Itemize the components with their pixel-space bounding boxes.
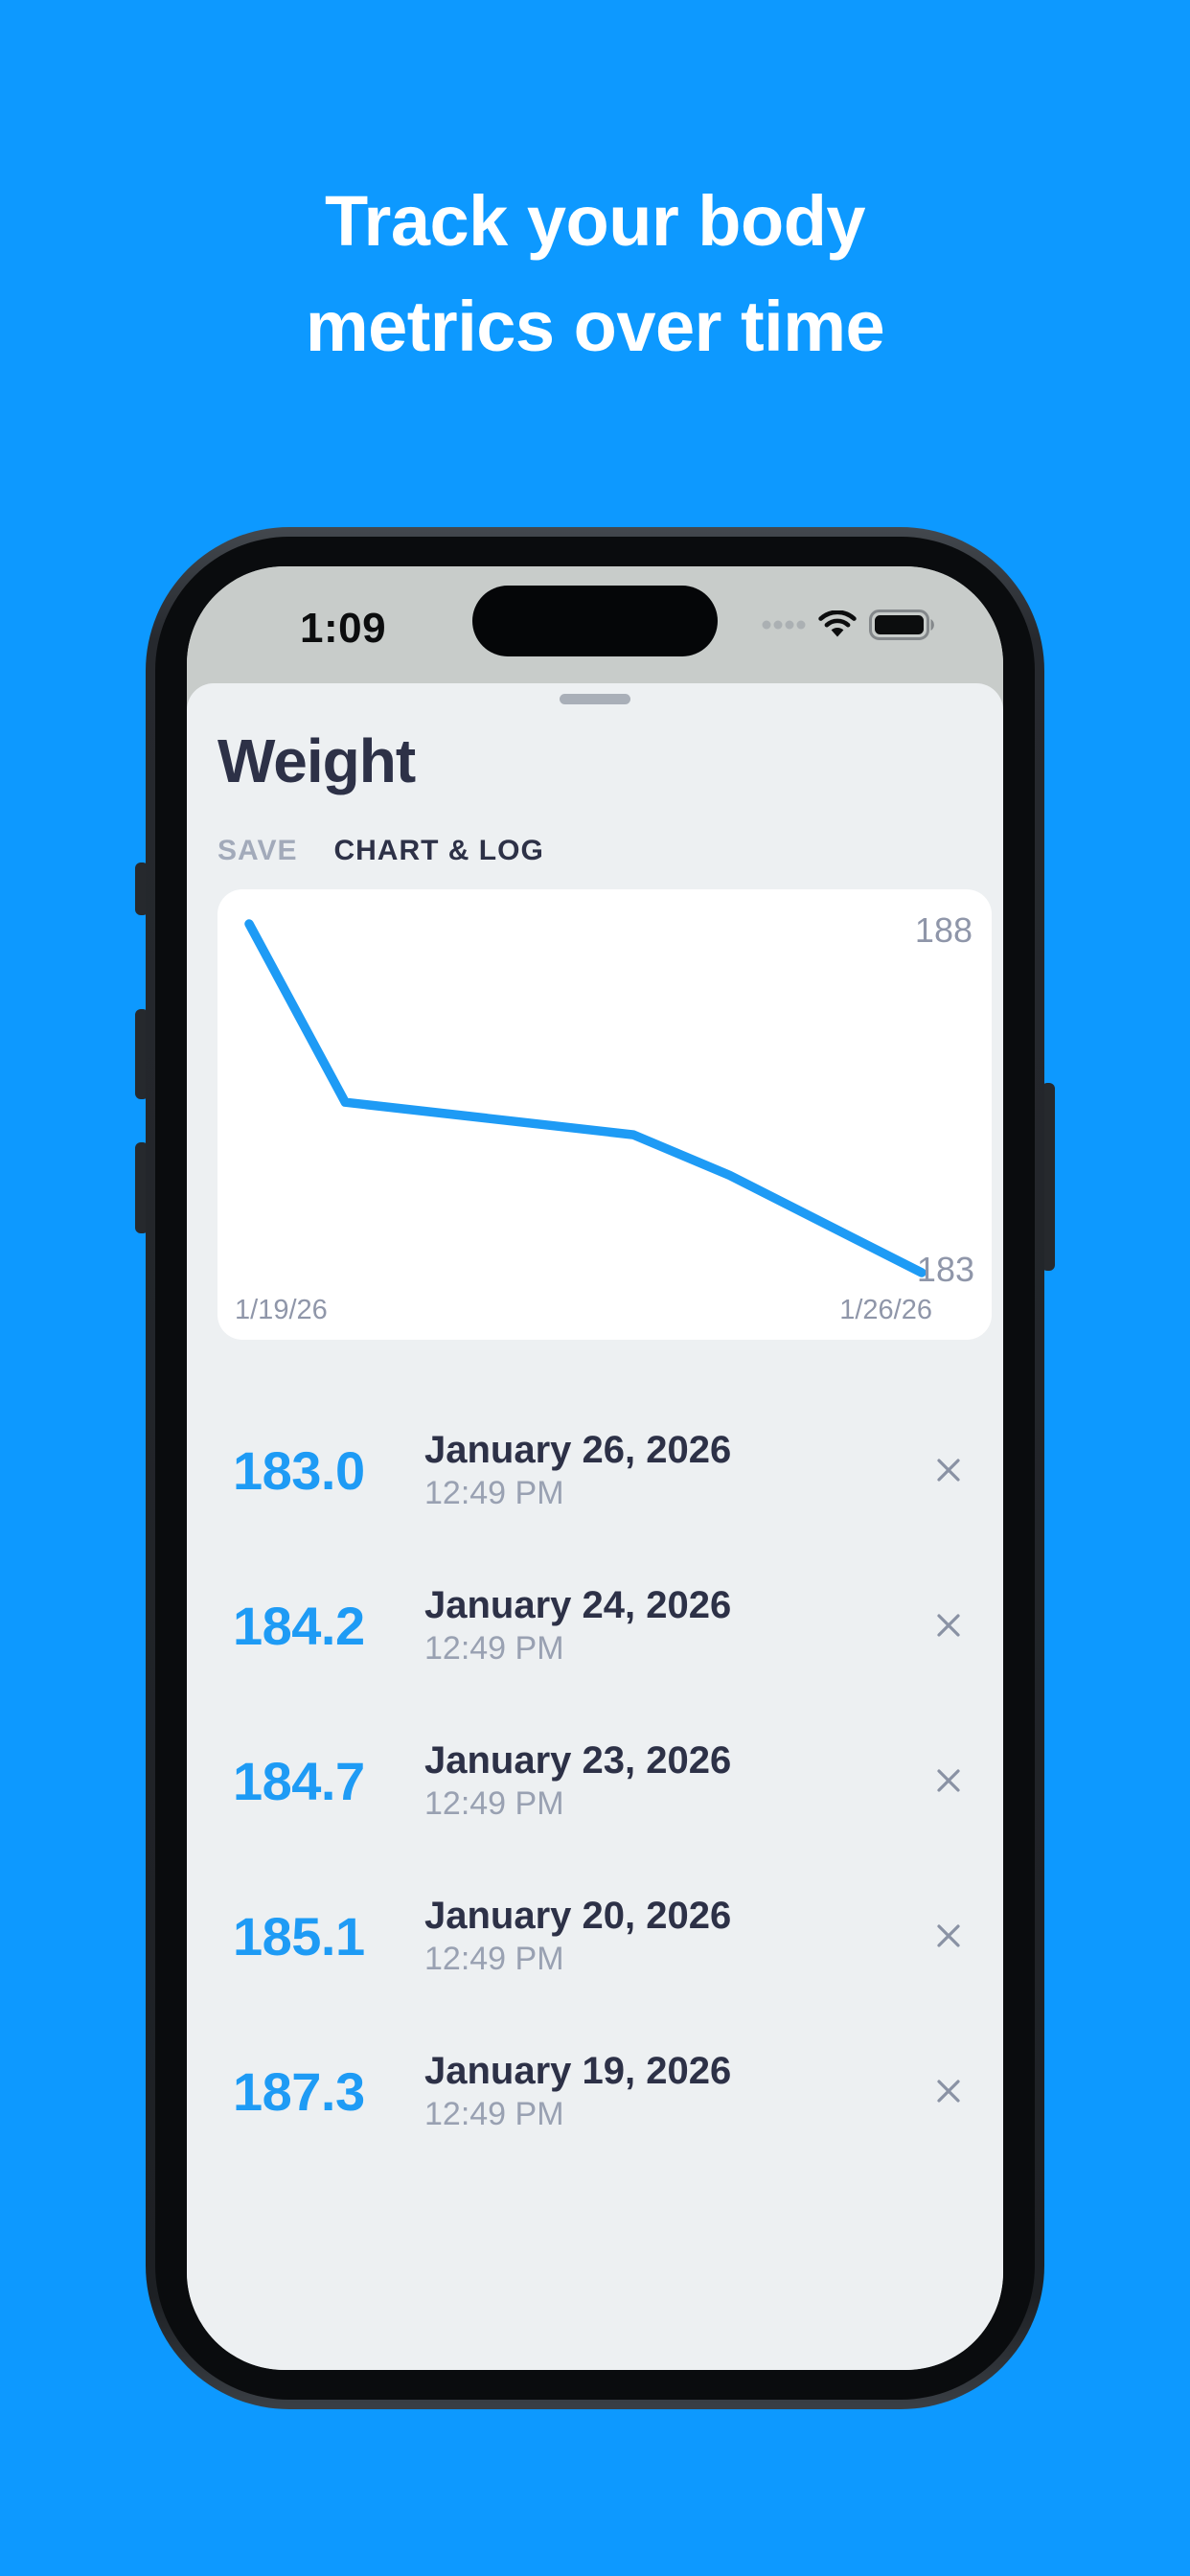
tab-save[interactable]: SAVE: [217, 835, 298, 866]
power-button: [1041, 1083, 1055, 1271]
headline-line-1: Track your body: [324, 181, 866, 261]
y-axis-max-label: 188: [914, 910, 973, 950]
weight-log-list: 183.0 January 26, 2026 12:49 PM 184.2 Ja…: [187, 1429, 1003, 2205]
y-axis-min-label: 183: [916, 1250, 974, 1289]
log-entry-row: 185.1 January 20, 2026 12:49 PM: [187, 1895, 1003, 1977]
weight-chart-card: 188 183 1/19/26 1/26/26: [217, 889, 992, 1340]
volume-down-button: [135, 1142, 149, 1233]
x-close-icon[interactable]: [932, 1764, 965, 1797]
tab-chart-and-log[interactable]: CHART & LOG: [333, 835, 544, 866]
phone-screen: 1:09: [187, 566, 1003, 2370]
log-entry-datetime: January 19, 2026 12:49 PM: [424, 2049, 932, 2133]
log-entry-date: January 19, 2026: [424, 2050, 732, 2092]
log-entry-weight: 187.3: [233, 2060, 365, 2122]
log-entry-time: 12:49 PM: [424, 1475, 564, 1511]
phone-frame: 1:09: [146, 527, 1044, 2409]
log-entry-date: January 24, 2026: [424, 1584, 732, 1626]
x-close-icon[interactable]: [932, 2075, 965, 2107]
page-title: Weight: [217, 726, 416, 795]
phone-bezel: 1:09: [155, 537, 1035, 2400]
drag-handle[interactable]: [560, 694, 630, 704]
marketing-headline: Track your body metrics over time: [0, 169, 1190, 380]
log-entry-date: January 26, 2026: [424, 1429, 732, 1471]
x-axis-end-label: 1/26/26: [839, 1295, 932, 1325]
log-entry-weight: 184.2: [233, 1595, 365, 1656]
tab-bar: SAVE CHART & LOG: [217, 835, 544, 867]
log-entry-row: 187.3 January 19, 2026 12:49 PM: [187, 2050, 1003, 2132]
log-entry-datetime: January 24, 2026 12:49 PM: [424, 1583, 932, 1668]
log-entry-time: 12:49 PM: [424, 1941, 564, 1977]
log-entry-time: 12:49 PM: [424, 2096, 564, 2132]
weight-line-chart: [244, 919, 927, 1277]
log-entry-weight: 185.1: [233, 1905, 365, 1966]
log-entry-datetime: January 26, 2026 12:49 PM: [424, 1428, 932, 1512]
log-entry-row: 184.2 January 24, 2026 12:49 PM: [187, 1584, 1003, 1667]
log-entry-weight: 184.7: [233, 1750, 365, 1811]
log-entry-datetime: January 20, 2026 12:49 PM: [424, 1894, 932, 1978]
headline-line-2: metrics over time: [305, 287, 885, 366]
dynamic-island: [472, 586, 718, 656]
log-entry-weight: 183.0: [233, 1439, 365, 1501]
volume-up-button: [135, 1009, 149, 1099]
x-close-icon[interactable]: [932, 1609, 965, 1642]
x-close-icon[interactable]: [932, 1454, 965, 1486]
battery-icon: [869, 610, 934, 640]
x-axis-start-label: 1/19/26: [235, 1295, 328, 1325]
log-entry-date: January 20, 2026: [424, 1895, 732, 1937]
x-close-icon[interactable]: [932, 1920, 965, 1952]
log-entry-date: January 23, 2026: [424, 1739, 732, 1782]
status-time: 1:09: [300, 605, 387, 652]
status-icons: [762, 609, 936, 641]
cellular-dots-icon: [762, 620, 806, 630]
log-entry-row: 184.7 January 23, 2026 12:49 PM: [187, 1739, 1003, 1822]
wifi-icon: [818, 610, 857, 637]
log-entry-time: 12:49 PM: [424, 1630, 564, 1667]
mute-switch: [135, 862, 149, 915]
log-entry-time: 12:49 PM: [424, 1785, 564, 1822]
log-entry-row: 183.0 January 26, 2026 12:49 PM: [187, 1429, 1003, 1511]
weight-chart-line: [244, 919, 927, 1277]
log-entry-datetime: January 23, 2026 12:49 PM: [424, 1738, 932, 1823]
weight-sheet: Weight SAVE CHART & LOG 188 183 1/19/26 …: [187, 683, 1003, 2370]
status-bar: 1:09: [187, 566, 1003, 683]
